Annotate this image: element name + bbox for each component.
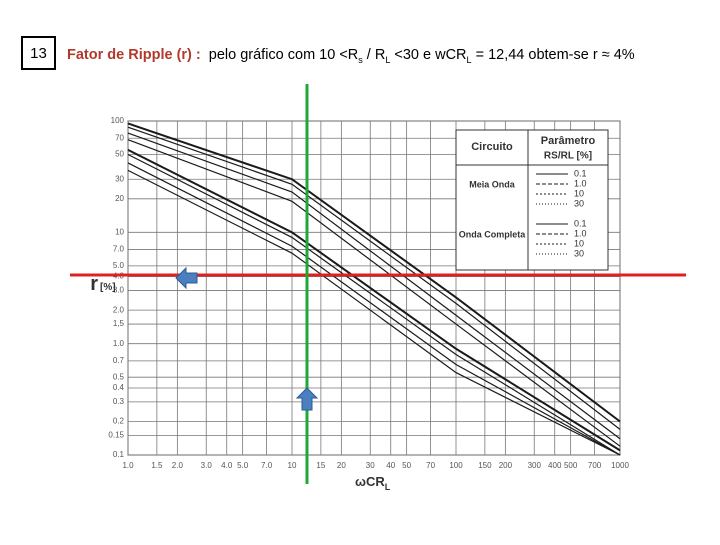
y-tick-label: 70 [115,133,124,142]
heading-text: <30 e wCR [390,47,466,63]
legend-group: Onda Completa [459,229,527,239]
y-tick-label: 20 [115,194,124,203]
heading-sub: L [385,55,390,65]
heading-text: / R [363,47,386,63]
legend-entry: 1.0 [574,228,587,238]
series-line [127,126,621,430]
series-line [127,122,621,423]
legend-param-unit: RS/RL [%] [544,151,592,162]
x-tick-label: 50 [402,461,411,470]
y-label-main: r [90,273,98,295]
x-tick-label: 4.0 [221,461,233,470]
y-tick-label: 0.3 [113,397,125,406]
legend-box [455,129,609,271]
y-label-unit: [%] [100,282,116,293]
y-tick-label: 0.7 [113,356,125,365]
x-tick-label: 3.0 [201,461,213,470]
series-line [127,139,621,447]
y-tick-label: 50 [115,150,124,159]
x-tick-label: 5.0 [237,461,249,470]
legend-entry: 0.1 [574,168,587,178]
series-line [127,153,621,456]
y-tick-label: 0.2 [113,417,125,426]
number-box [21,36,56,70]
x-tick-label: 200 [499,461,513,470]
x-tick-label: 2.0 [172,461,184,470]
y-tick-label: 5.0 [113,261,125,270]
heading-sub: s [358,55,363,65]
legend-entry: 1.0 [574,178,587,188]
heading-text: = 12,44 obtem-se r ≈ 4% [472,47,635,63]
legend-entry: 10 [574,238,584,248]
x-label-main: ωCR [355,474,385,489]
x-tick-label: 1.0 [122,461,134,470]
arrow-left [175,266,198,290]
legend-title: Circuito [471,141,513,153]
y-tick-label: 30 [115,174,124,183]
x-tick-label: 70 [426,461,435,470]
y-tick-label: 0.15 [108,431,124,440]
heading-sub: L [467,55,472,65]
x-tick-label: 40 [386,461,395,470]
series-line [127,169,621,456]
y-tick-label: 10 [115,227,124,236]
heading-label: Fator de Ripple (r) : [67,47,201,63]
x-tick-label: 300 [528,461,542,470]
x-tick-label: 15 [316,461,325,470]
y-tick-label: 7.0 [113,245,125,254]
legend-entry: 30 [574,198,584,208]
x-tick-label: 1000 [611,461,629,470]
x-label: ωCRL [355,474,391,492]
y-tick-label: 0.1 [113,450,125,459]
x-tick-label: 7.0 [261,461,273,470]
x-tick-label: 20 [337,461,346,470]
slide-number: 13 [30,45,47,62]
x-tick-label: 10 [288,461,297,470]
x-tick-label: 150 [478,461,492,470]
legend-group: Meia Onda [469,179,516,189]
y-tick-label: 1.0 [113,339,125,348]
x-tick-label: 700 [588,461,602,470]
legend-entry: 0.1 [574,218,587,228]
y-tick-label: 0.4 [113,383,125,392]
y-tick-label: 3.0 [113,286,125,295]
x-tick-label: 500 [564,461,578,470]
plot: 1.0 1.5 2.0 3.0 4.0 5.0 7.0 10 15 20 30 40 50 70 100 15… [108,116,629,470]
y-tick-label: 100 [111,116,125,125]
x-label-sub: L [385,482,391,492]
heading: Fator de Ripple (r) : pelo gráfico com 1… [67,47,635,65]
heading-text: pelo gráfico com 10 <R [209,47,359,63]
x-tick-label: 100 [449,461,463,470]
x-tick-label: 1.5 [151,461,163,470]
y-tick-label: 0.5 [113,372,125,381]
series-line [127,149,621,452]
y-tick-label: 1,5 [113,319,125,328]
series-line [127,132,621,440]
x-tick-label: 30 [366,461,375,470]
legend-param-title: Parâmetro [541,135,596,147]
arrow-up [295,387,319,411]
x-tick-label: 400 [548,461,562,470]
series-line [127,162,621,456]
legend-entry: 10 [574,188,584,198]
y-tick-label: 2.0 [113,305,125,314]
legend-entry: 30 [574,248,584,258]
